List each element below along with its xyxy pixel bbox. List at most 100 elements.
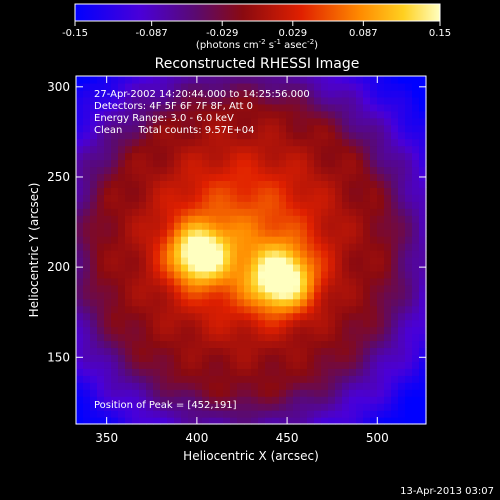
image-pixel — [300, 180, 308, 188]
image-pixel — [195, 354, 203, 362]
image-pixel — [83, 298, 91, 307]
image-pixel — [104, 76, 112, 84]
image-pixel — [188, 208, 196, 216]
image-pixel — [118, 361, 126, 369]
image-pixel — [209, 298, 217, 307]
image-pixel — [216, 201, 224, 209]
image-pixel — [321, 82, 329, 91]
image-pixel — [216, 389, 224, 397]
image-pixel — [90, 319, 98, 328]
image-pixel — [244, 222, 252, 230]
image-pixel — [412, 166, 420, 175]
image-pixel — [216, 256, 224, 265]
image-pixel — [132, 236, 140, 244]
image-pixel — [300, 187, 308, 195]
image-pixel — [160, 76, 168, 84]
image-pixel — [384, 229, 392, 237]
image-pixel — [167, 291, 175, 300]
image-pixel — [83, 208, 91, 216]
image-pixel — [125, 187, 133, 195]
image-pixel — [195, 326, 203, 335]
image-pixel — [405, 96, 413, 105]
image-pixel — [76, 250, 84, 258]
image-pixel — [328, 319, 336, 328]
image-pixel — [160, 263, 168, 272]
image-pixel — [132, 243, 140, 251]
image-pixel — [349, 229, 357, 237]
image-pixel — [76, 410, 84, 418]
image-pixel — [230, 347, 238, 355]
image-pixel — [146, 368, 154, 376]
image-pixel — [279, 361, 287, 369]
image-pixel — [167, 250, 175, 258]
image-pixel — [237, 103, 245, 112]
image-pixel — [356, 187, 364, 195]
image-pixel — [398, 312, 406, 321]
image-pixel — [363, 284, 371, 293]
image-pixel — [244, 403, 252, 411]
image-pixel — [83, 375, 91, 383]
image-pixel — [167, 361, 175, 369]
image-pixel — [111, 354, 119, 362]
image-pixel — [153, 103, 161, 112]
image-pixel — [328, 222, 336, 230]
image-pixel — [307, 173, 315, 181]
image-pixel — [202, 333, 210, 342]
image-pixel — [307, 229, 315, 237]
image-pixel — [342, 354, 350, 362]
image-pixel — [293, 263, 301, 272]
image-pixel — [104, 298, 112, 307]
image-pixel — [188, 347, 196, 355]
image-pixel — [258, 110, 266, 119]
image-pixel — [118, 222, 126, 230]
image-pixel — [272, 250, 280, 258]
image-pixel — [286, 250, 294, 258]
image-pixel — [286, 166, 294, 175]
image-pixel — [111, 410, 119, 418]
image-pixel — [265, 194, 273, 202]
image-pixel — [377, 152, 385, 161]
image-pixel — [216, 187, 224, 195]
image-pixel — [209, 124, 217, 133]
image-pixel — [328, 187, 336, 195]
image-pixel — [391, 368, 399, 376]
image-pixel — [384, 138, 392, 147]
image-pixel — [202, 103, 210, 112]
image-pixel — [146, 256, 154, 265]
image-pixel — [286, 131, 294, 140]
image-pixel — [167, 173, 175, 181]
image-pixel — [97, 277, 105, 286]
image-pixel — [118, 312, 126, 321]
image-pixel — [328, 103, 336, 112]
image-pixel — [118, 305, 126, 314]
image-pixel — [195, 76, 203, 84]
image-pixel — [342, 138, 350, 147]
image-pixel — [181, 382, 189, 390]
image-pixel — [412, 138, 420, 147]
image-pixel — [90, 312, 98, 321]
image-pixel — [405, 152, 413, 161]
image-pixel — [195, 284, 203, 293]
image-pixel — [230, 76, 238, 84]
image-pixel — [314, 312, 322, 321]
image-pixel — [83, 263, 91, 272]
image-pixel — [209, 152, 217, 161]
image-pixel — [111, 215, 119, 223]
image-pixel — [349, 312, 357, 321]
image-pixel — [230, 166, 238, 175]
image-pixel — [90, 250, 98, 258]
image-pixel — [405, 229, 413, 237]
image-pixel — [300, 312, 308, 321]
image-pixel — [104, 305, 112, 314]
image-pixel — [293, 215, 301, 223]
image-pixel — [356, 277, 364, 286]
image-pixel — [314, 396, 322, 404]
image-pixel — [209, 138, 217, 147]
image-pixel — [125, 138, 133, 147]
image-pixel — [76, 319, 84, 328]
image-pixel — [307, 375, 315, 383]
image-pixel — [356, 382, 364, 390]
image-pixel — [300, 173, 308, 181]
image-pixel — [146, 361, 154, 369]
image-pixel — [111, 270, 119, 279]
